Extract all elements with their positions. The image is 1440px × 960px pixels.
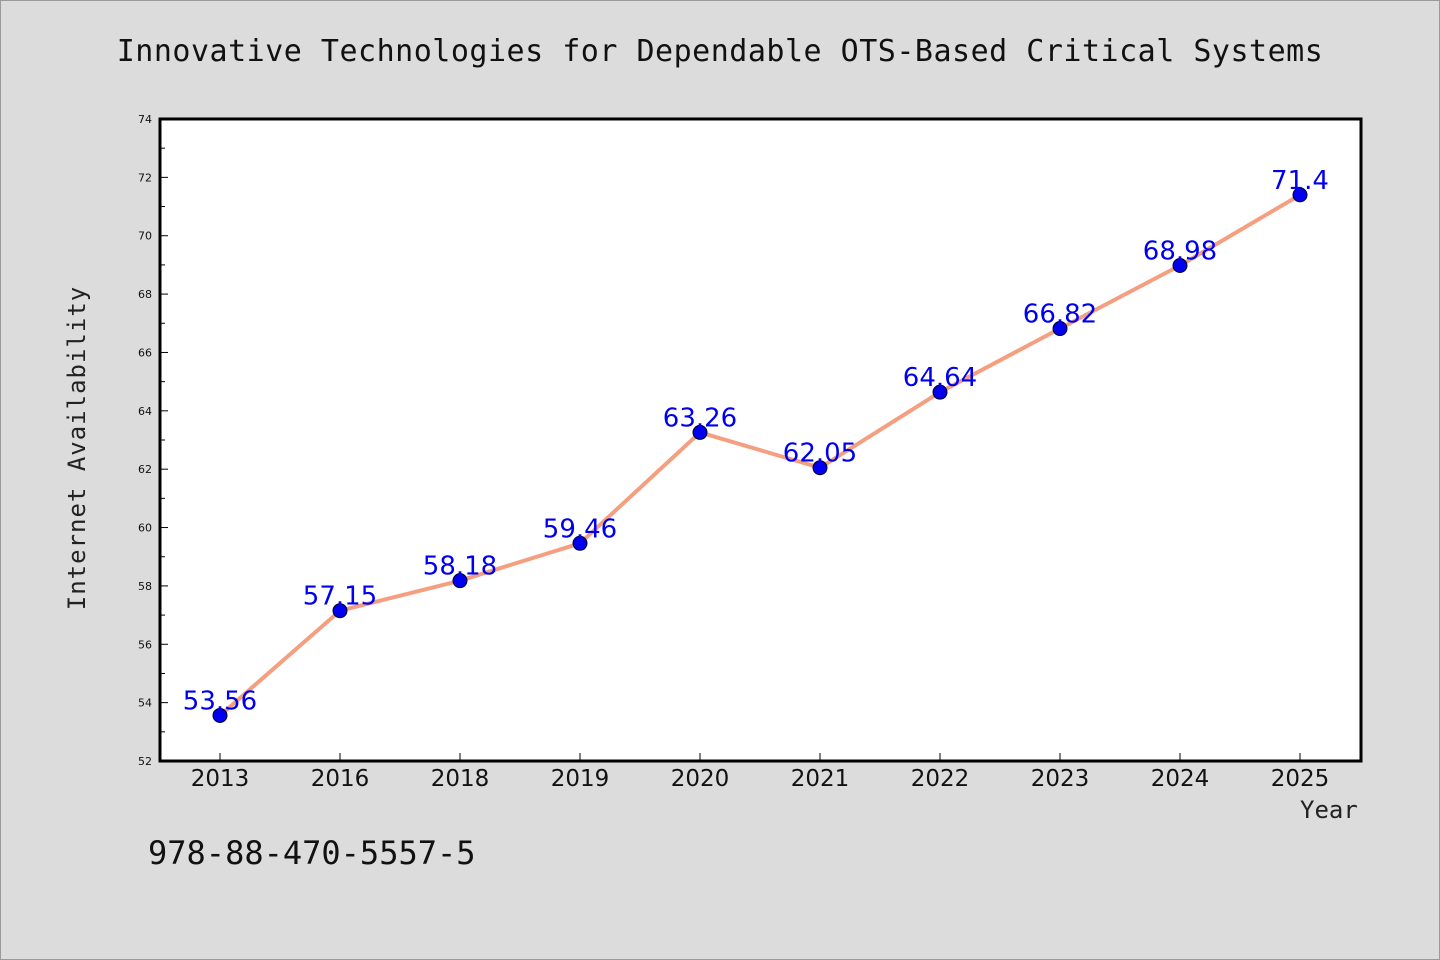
series-markers (212, 187, 1308, 723)
y-tick-label: 70 (138, 230, 152, 243)
data-label: 62.05 (783, 439, 857, 469)
data-label: 63.26 (663, 403, 737, 433)
x-axis-ticks: 2013 2016 2018 2019 2020 2021 2022 2023 2024 2025 (191, 753, 1330, 792)
series-line (218, 193, 1302, 717)
y-tick-label: 72 (138, 171, 152, 184)
data-label: 68.98 (1143, 236, 1217, 266)
y-tick-label: 68 (138, 288, 152, 301)
x-tick-label: 2016 (311, 766, 370, 792)
plot-border (158, 117, 1363, 763)
data-label: 71.4 (1271, 166, 1329, 196)
data-point (1292, 187, 1308, 203)
x-tick-label: 2023 (1031, 766, 1090, 792)
y-tick-label: 52 (138, 755, 152, 768)
data-label: 59.46 (543, 514, 617, 544)
x-tick-label: 2020 (671, 766, 730, 792)
data-label: 64.64 (903, 363, 977, 393)
x-tick-label: 2019 (551, 766, 610, 792)
data-point (1172, 257, 1188, 273)
chart-title: Innovative Technologies for Dependable O… (116, 34, 1324, 69)
y-tick-label: 60 (138, 522, 152, 535)
isbn-text: 978-88-470-5557-5 (148, 834, 476, 872)
data-point (452, 573, 468, 589)
y-tick-label: 66 (138, 346, 152, 359)
x-tick-label: 2013 (191, 766, 250, 792)
y-tick-label: 54 (138, 697, 152, 710)
data-point (212, 707, 228, 723)
data-label: 53.56 (183, 686, 257, 716)
data-label: 58.18 (423, 552, 497, 582)
plot-area (160, 119, 1361, 761)
y-tick-label: 58 (138, 580, 152, 593)
x-tick-label: 2018 (431, 766, 490, 792)
x-tick-label: 2021 (791, 766, 850, 792)
data-point (572, 535, 588, 551)
y-tick-label: 62 (138, 463, 152, 476)
y-tick-label: 74 (138, 113, 152, 126)
data-label: 57.15 (303, 582, 377, 612)
x-axis-label: Year (1300, 796, 1358, 824)
y-tick-label: 64 (138, 405, 152, 418)
data-point (332, 603, 348, 619)
data-point (692, 424, 708, 440)
data-label: 66.82 (1023, 300, 1097, 330)
data-point (1052, 321, 1068, 337)
y-axis-ticks: 52 54 56 58 60 62 64 66 68 70 72 74 (138, 113, 168, 768)
x-tick-label: 2025 (1271, 766, 1330, 792)
data-point (812, 460, 828, 476)
data-point (932, 384, 948, 400)
x-tick-label: 2022 (911, 766, 970, 792)
data-labels: 53.56 57.15 58.18 59.46 63.26 62.05 64.64 66.82… (183, 166, 1329, 717)
y-tick-label: 56 (138, 638, 152, 651)
x-tick-label: 2024 (1151, 766, 1210, 792)
